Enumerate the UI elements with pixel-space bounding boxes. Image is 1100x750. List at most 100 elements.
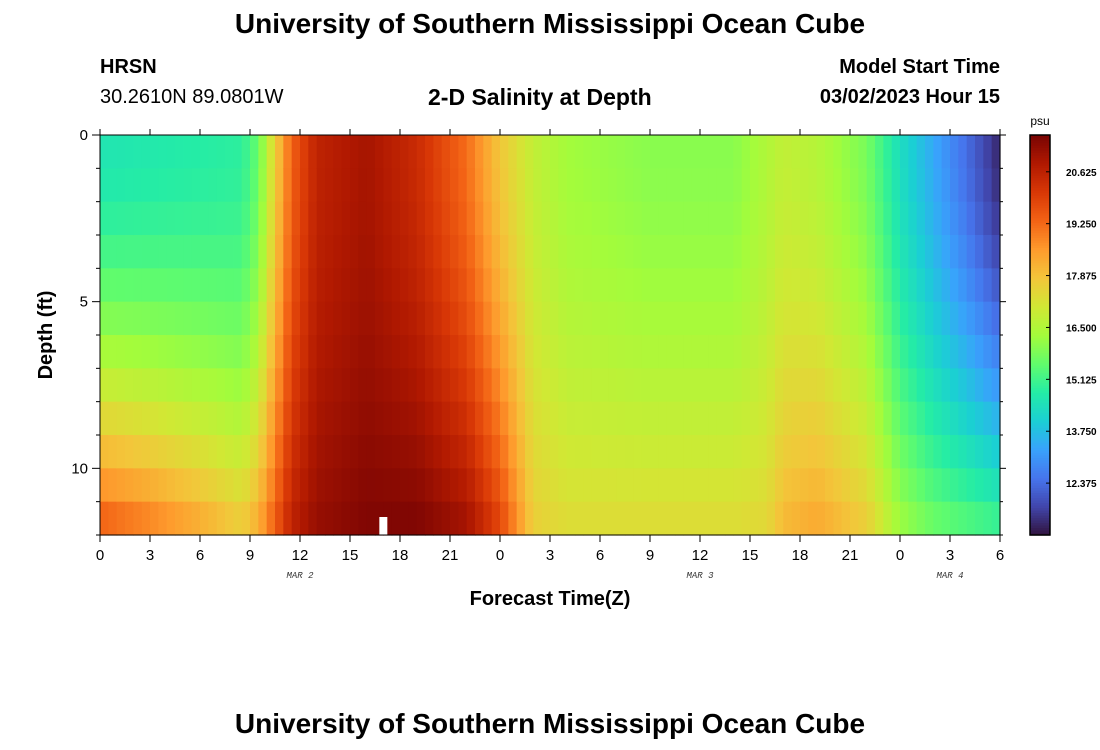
heatmap-cell — [766, 201, 776, 236]
heatmap-cell — [466, 468, 476, 503]
heatmap-cell — [300, 235, 309, 269]
heatmap-cell — [875, 468, 884, 503]
heatmap-cell — [575, 135, 584, 169]
heatmap-cell — [466, 368, 476, 403]
heatmap-cell — [583, 268, 593, 303]
heatmap-cell — [100, 168, 109, 203]
heatmap-cell — [791, 501, 801, 536]
heatmap-cell — [925, 201, 934, 236]
heatmap-cell — [508, 401, 518, 436]
heatmap-cell — [175, 335, 184, 369]
heatmap-cell — [450, 201, 459, 236]
heatmap-cell — [908, 501, 918, 536]
heatmap-cell — [891, 435, 901, 469]
heatmap-cell — [675, 301, 684, 336]
heatmap-cell — [608, 435, 618, 469]
heatmap-cell — [550, 401, 559, 436]
heatmap-cell — [441, 235, 451, 269]
heatmap-cell — [133, 301, 143, 336]
heatmap-cell — [733, 235, 743, 269]
colorbar-cell — [1030, 492, 1050, 496]
heatmap-cell — [125, 168, 134, 203]
heatmap-cell — [558, 435, 568, 469]
heatmap-cell — [808, 301, 818, 336]
heatmap-cell — [783, 301, 793, 336]
heatmap-cell — [491, 368, 501, 403]
heatmap-cell — [333, 335, 343, 369]
heatmap-cell — [683, 401, 693, 436]
heatmap-cell — [383, 268, 393, 303]
heatmap-cell — [475, 368, 484, 403]
heatmap-cell — [666, 201, 676, 236]
heatmap-cell — [766, 135, 776, 169]
heatmap-cell — [408, 401, 418, 436]
heatmap-cell — [883, 201, 893, 236]
heatmap-cell — [525, 468, 534, 503]
heatmap-cell — [633, 268, 643, 303]
heatmap-cell — [775, 435, 784, 469]
colorbar-cell — [1030, 155, 1050, 159]
heatmap-cell — [191, 468, 201, 503]
heatmap-cell — [941, 268, 951, 303]
heatmap-cell — [991, 368, 1001, 403]
heatmap-cell — [900, 268, 909, 303]
heatmap-cell — [216, 401, 226, 436]
heatmap-cell — [375, 201, 384, 236]
heatmap-cell — [500, 135, 509, 169]
heatmap-cell — [525, 335, 534, 369]
heatmap-cell — [608, 301, 618, 336]
heatmap-cell — [325, 235, 334, 269]
heatmap-cell — [175, 435, 184, 469]
heatmap-cell — [308, 301, 318, 336]
heatmap-cell — [991, 435, 1001, 469]
heatmap-cell — [716, 501, 726, 536]
heatmap-cell — [783, 401, 793, 436]
heatmap-cell — [200, 368, 209, 403]
heatmap-cell — [175, 301, 184, 336]
heatmap-cell — [733, 135, 743, 169]
colorbar-cell — [1030, 190, 1050, 194]
heatmap-cell — [508, 435, 518, 469]
heatmap-cell — [841, 168, 851, 203]
x-date-label: MAR 3 — [686, 571, 714, 581]
heatmap-cell — [908, 168, 918, 203]
heatmap-cell — [416, 435, 426, 469]
heatmap-cell — [933, 168, 943, 203]
heatmap-cell — [358, 335, 368, 369]
heatmap-cell — [250, 401, 259, 436]
heatmap-cell — [291, 201, 301, 236]
heatmap-cell — [283, 235, 293, 269]
heatmap-cell — [333, 368, 343, 403]
heatmap-cell — [800, 235, 809, 269]
heatmap-cell — [450, 468, 459, 503]
heatmap-cell — [700, 468, 709, 503]
colorbar-cell — [1030, 485, 1050, 489]
heatmap-cell — [908, 135, 918, 169]
heatmap-cell — [600, 401, 609, 436]
heatmap-cell — [308, 268, 318, 303]
heatmap-cell — [691, 201, 701, 236]
heatmap-cell — [691, 368, 701, 403]
heatmap-cell — [533, 435, 543, 469]
heatmap-cell — [775, 235, 784, 269]
heatmap-cell — [658, 368, 668, 403]
heatmap-cell — [266, 501, 276, 536]
heatmap-cell — [341, 301, 351, 336]
heatmap-cell — [241, 468, 251, 503]
heatmap-cell — [883, 235, 893, 269]
heatmap-cell — [616, 335, 626, 369]
heatmap-cell — [525, 368, 534, 403]
heatmap-cell — [658, 501, 668, 536]
heatmap-cell — [858, 401, 868, 436]
heatmap-cell — [725, 401, 734, 436]
heatmap-cell — [541, 435, 551, 469]
colorbar-cell — [1030, 417, 1050, 421]
heatmap-cell — [691, 401, 701, 436]
heatmap-cell — [366, 135, 376, 169]
heatmap-cell — [466, 501, 476, 536]
heatmap-cell — [116, 301, 126, 336]
heatmap-cell — [433, 268, 443, 303]
heatmap-cell — [433, 435, 443, 469]
heatmap-cell — [691, 301, 701, 336]
heatmap-cell — [858, 201, 868, 236]
